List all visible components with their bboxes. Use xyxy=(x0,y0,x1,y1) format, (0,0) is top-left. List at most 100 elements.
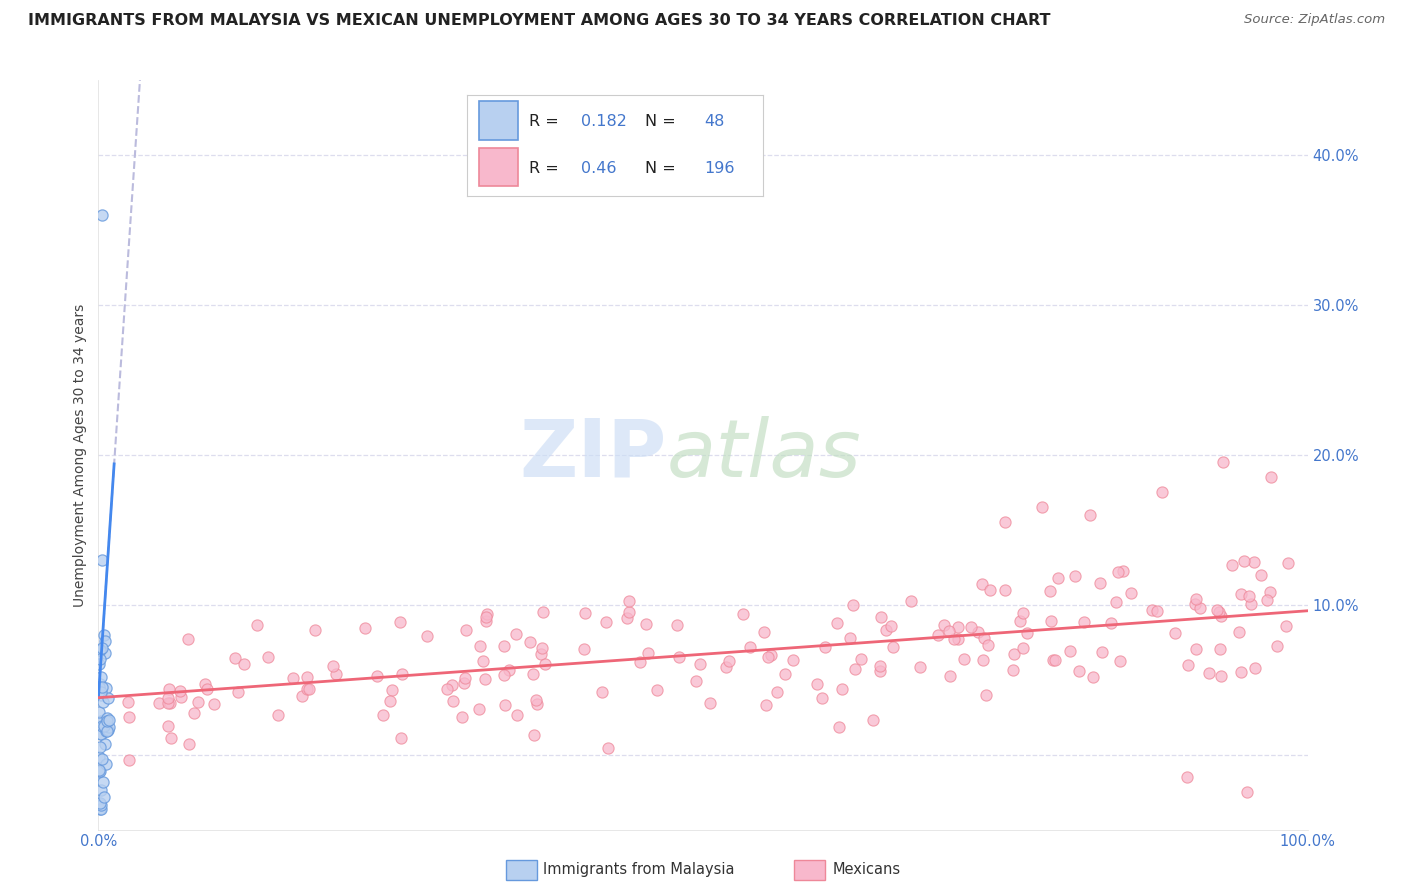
Point xyxy=(177,737,200,751)
Point xyxy=(596,741,619,756)
Point xyxy=(1012,606,1035,620)
Point xyxy=(1209,641,1232,656)
Point xyxy=(295,670,318,684)
Point xyxy=(89,796,111,810)
Point xyxy=(494,639,516,653)
Point xyxy=(118,754,141,768)
Point xyxy=(714,660,737,674)
Point xyxy=(94,646,117,660)
Point xyxy=(441,694,464,708)
Point xyxy=(89,677,111,691)
Point xyxy=(456,623,478,637)
Point xyxy=(98,713,121,727)
Point xyxy=(1277,556,1299,570)
Point xyxy=(1108,654,1130,668)
Point xyxy=(391,667,413,681)
Point xyxy=(498,663,520,677)
Point xyxy=(89,763,111,777)
Point xyxy=(977,638,1000,652)
Point xyxy=(1243,555,1265,569)
Point xyxy=(233,657,256,672)
Point xyxy=(979,583,1001,598)
Point xyxy=(942,632,965,647)
Point xyxy=(1198,666,1220,681)
Point xyxy=(1239,597,1261,611)
Point xyxy=(970,577,993,591)
Point xyxy=(870,610,893,624)
Point xyxy=(245,618,267,632)
Point xyxy=(298,681,321,696)
Point xyxy=(1012,640,1035,655)
Point xyxy=(93,719,115,733)
Point xyxy=(1163,625,1185,640)
Point xyxy=(89,802,111,816)
Point xyxy=(1233,554,1256,568)
Point xyxy=(436,682,458,697)
Point xyxy=(494,667,516,681)
Point xyxy=(97,691,120,706)
Point xyxy=(89,765,111,780)
Point xyxy=(169,684,191,698)
Point xyxy=(183,706,205,720)
Point xyxy=(952,651,974,665)
Point xyxy=(97,723,120,737)
Point xyxy=(1209,609,1232,624)
Point xyxy=(974,688,997,702)
Point xyxy=(782,653,804,667)
Point xyxy=(1107,565,1129,579)
Point xyxy=(645,682,668,697)
Point xyxy=(90,688,112,702)
Point xyxy=(1152,485,1174,500)
Point xyxy=(1039,583,1062,598)
Point xyxy=(89,680,111,694)
Text: ZIP: ZIP xyxy=(519,416,666,494)
Point xyxy=(96,714,118,728)
Point xyxy=(932,618,955,632)
Point xyxy=(616,611,638,625)
Point xyxy=(1088,576,1111,591)
Point xyxy=(117,695,139,709)
Point xyxy=(900,594,922,608)
Point xyxy=(574,607,596,621)
Point xyxy=(1175,770,1198,784)
Point xyxy=(637,646,659,660)
Point xyxy=(454,671,477,685)
Point xyxy=(89,652,111,666)
Point xyxy=(416,629,439,643)
Point xyxy=(759,648,782,662)
Point xyxy=(572,642,595,657)
Point xyxy=(522,666,544,681)
Point xyxy=(1119,586,1142,600)
Point xyxy=(1237,589,1260,603)
Point xyxy=(226,685,249,699)
Text: Source: ZipAtlas.com: Source: ZipAtlas.com xyxy=(1244,13,1385,27)
Point xyxy=(1230,587,1253,601)
Point xyxy=(94,757,117,772)
Point xyxy=(506,708,529,723)
Point xyxy=(960,620,983,634)
Point xyxy=(1206,603,1229,617)
Point xyxy=(967,625,990,640)
Point xyxy=(89,740,111,755)
Point xyxy=(685,673,707,688)
Point xyxy=(595,615,617,630)
Point xyxy=(1208,605,1230,619)
Point xyxy=(993,582,1015,597)
Point xyxy=(325,667,347,681)
Point xyxy=(96,711,118,725)
Point xyxy=(195,681,218,696)
Point xyxy=(910,660,932,674)
Point xyxy=(87,750,110,764)
Point xyxy=(1073,615,1095,629)
Point xyxy=(1236,785,1258,799)
Point xyxy=(494,698,516,712)
Point xyxy=(939,669,962,683)
Point xyxy=(1227,624,1250,639)
Point xyxy=(389,731,412,745)
Point xyxy=(373,708,395,723)
Point xyxy=(472,654,495,668)
Point xyxy=(1001,663,1024,677)
Point xyxy=(98,720,121,734)
Point xyxy=(755,698,778,713)
Point xyxy=(440,678,463,692)
